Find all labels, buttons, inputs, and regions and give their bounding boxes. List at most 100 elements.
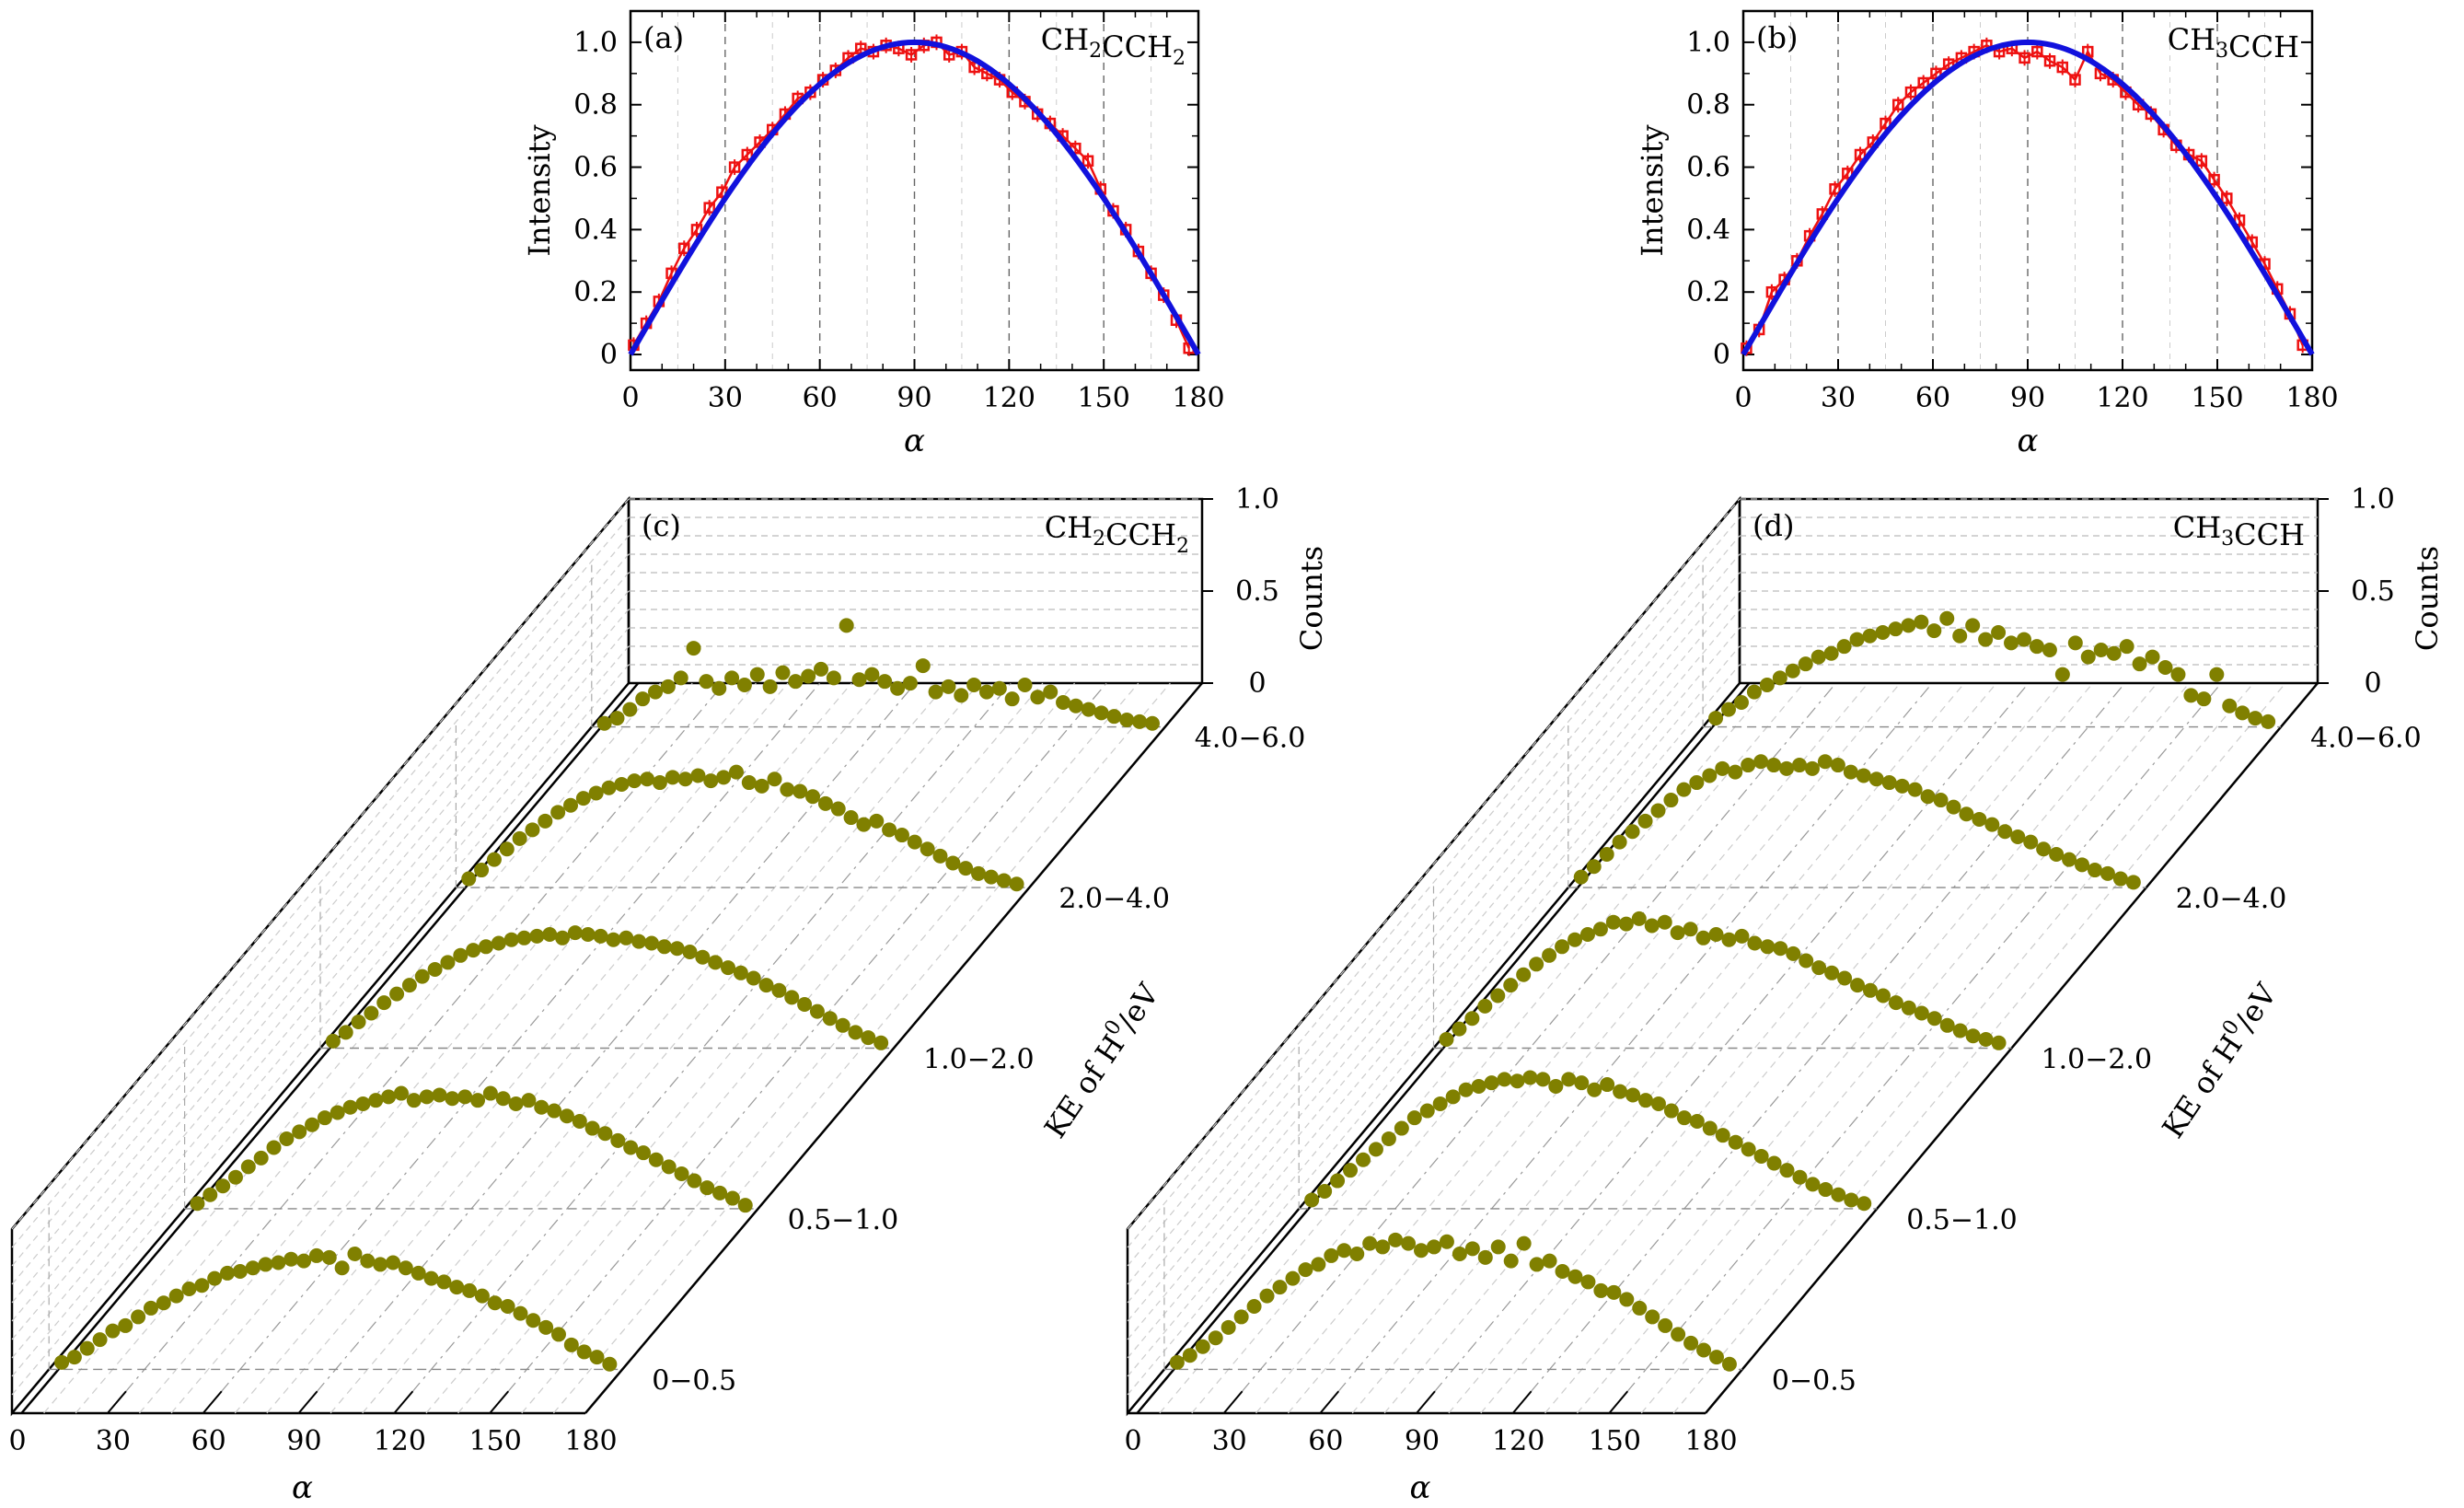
data-point bbox=[1324, 1247, 1339, 1263]
y-tick-label: 0.8 bbox=[1686, 89, 1730, 122]
data-point bbox=[491, 935, 506, 951]
floor-right-edge bbox=[584, 682, 1203, 1414]
data-point bbox=[1439, 1234, 1454, 1249]
formula-part: CH bbox=[2173, 510, 2221, 545]
data-point bbox=[1388, 1232, 1404, 1247]
data-series-line bbox=[1745, 43, 2304, 349]
data-point bbox=[2056, 61, 2069, 74]
floor-grid-line bbox=[1640, 682, 2254, 1414]
data-point bbox=[474, 863, 490, 878]
data-point bbox=[1613, 1084, 1628, 1099]
data-point bbox=[915, 658, 931, 674]
data-point bbox=[334, 1260, 350, 1276]
data-point bbox=[839, 618, 854, 633]
y-tick-label: 0.6 bbox=[1686, 152, 1730, 184]
data-point bbox=[521, 1093, 537, 1108]
data-point bbox=[623, 1140, 639, 1155]
data-point bbox=[593, 928, 608, 944]
data-point bbox=[699, 674, 714, 690]
data-point bbox=[143, 1300, 158, 1316]
floor-grid-line bbox=[170, 682, 789, 1414]
data-point bbox=[724, 1190, 740, 1206]
model-curve bbox=[628, 39, 1201, 356]
data-point bbox=[1850, 978, 1866, 993]
data-point bbox=[432, 1087, 447, 1103]
floor-left-edge bbox=[20, 682, 640, 1414]
data-point bbox=[902, 676, 918, 691]
data-point bbox=[245, 1260, 260, 1276]
data-point bbox=[1068, 698, 1083, 713]
x-tick-label: 180 bbox=[2285, 382, 2338, 414]
data-point bbox=[614, 776, 630, 792]
data-point bbox=[1920, 789, 1936, 805]
data-point bbox=[355, 1096, 371, 1111]
data-point bbox=[2125, 875, 2141, 890]
model-curve bbox=[1741, 39, 2315, 356]
data-point bbox=[754, 778, 769, 794]
data-point bbox=[486, 852, 502, 867]
data-point bbox=[156, 1295, 171, 1311]
data-point bbox=[758, 978, 774, 993]
depth-tick-label: 1.0−2.0 bbox=[2042, 1044, 2153, 1076]
data-point bbox=[2112, 871, 2128, 887]
x-tick-label: 60 bbox=[191, 1425, 226, 1457]
data-point bbox=[1259, 1288, 1275, 1304]
data-point bbox=[792, 783, 808, 799]
data-point bbox=[1406, 1110, 1422, 1126]
x-tick bbox=[297, 1390, 318, 1414]
data-point bbox=[1779, 760, 1795, 776]
data-point bbox=[1997, 824, 2013, 840]
x-tick-label: 0 bbox=[621, 382, 639, 414]
data-point bbox=[1880, 117, 1891, 130]
data-point bbox=[1445, 1089, 1461, 1105]
data-point bbox=[576, 1344, 592, 1360]
data-point bbox=[2093, 642, 2109, 657]
data-point bbox=[1043, 684, 1058, 700]
data-point bbox=[809, 1003, 825, 1019]
data-point bbox=[1728, 764, 1743, 780]
data-point bbox=[411, 1265, 426, 1281]
data-point bbox=[1362, 1235, 1378, 1251]
z-tick-label: 0 bbox=[2364, 667, 2381, 700]
data-point bbox=[1810, 649, 1826, 665]
data-point bbox=[890, 680, 906, 696]
data-point bbox=[882, 822, 897, 838]
data-point bbox=[864, 667, 880, 682]
data-point bbox=[2087, 863, 2102, 878]
data-point bbox=[513, 1305, 528, 1321]
data-point bbox=[305, 1117, 320, 1132]
data-point bbox=[817, 795, 833, 811]
data-point bbox=[643, 935, 659, 951]
floor-grid-line bbox=[552, 682, 1171, 1414]
data-point bbox=[894, 828, 909, 843]
data-point bbox=[1311, 1257, 1326, 1272]
data-point bbox=[695, 949, 711, 965]
data-point bbox=[1169, 1354, 1185, 1370]
data-point bbox=[814, 661, 828, 677]
data-point bbox=[610, 1132, 626, 1148]
data-point bbox=[2036, 841, 2052, 857]
data-point bbox=[1779, 1163, 1795, 1178]
data-point bbox=[227, 1169, 243, 1185]
data-point bbox=[996, 873, 1012, 888]
data-point bbox=[905, 49, 918, 61]
x-tick-label: 150 bbox=[1078, 382, 1130, 414]
data-point bbox=[1637, 813, 1653, 829]
data-point bbox=[1093, 705, 1109, 721]
data-point bbox=[991, 680, 1007, 696]
data-point bbox=[1439, 1032, 1454, 1047]
data-point bbox=[1676, 1110, 1692, 1126]
x-tick-label: 30 bbox=[96, 1425, 131, 1457]
data-point bbox=[1836, 639, 1852, 655]
data-point bbox=[1317, 1183, 1333, 1199]
y-axis-label: KE of H0/eV bbox=[1035, 975, 1167, 1144]
data-point bbox=[401, 978, 417, 993]
x-tick-label: 120 bbox=[374, 1425, 426, 1457]
data-point bbox=[2080, 649, 2096, 665]
data-point bbox=[1605, 914, 1621, 930]
data-point bbox=[1805, 1177, 1821, 1192]
data-point bbox=[1984, 817, 2000, 832]
data-point bbox=[1419, 1103, 1435, 1119]
data-point bbox=[724, 670, 740, 686]
data-point bbox=[1914, 614, 1929, 630]
